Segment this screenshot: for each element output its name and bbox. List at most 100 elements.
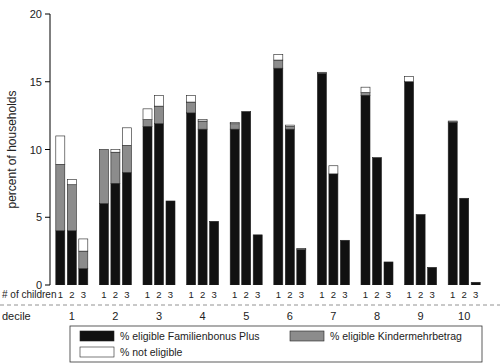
bar-segment (67, 185, 76, 231)
bar-segment (428, 267, 437, 268)
bar-segment (285, 129, 294, 285)
bar-segment (111, 152, 120, 183)
bar-segment (317, 72, 326, 73)
legend-swatch (290, 331, 324, 341)
separator (0, 305, 500, 306)
y-tick (45, 81, 50, 82)
x-tick-label: 3 (299, 289, 304, 300)
bar-segment (448, 121, 457, 122)
x-tick-label: 1 (450, 289, 455, 300)
x-tick-label: 2 (418, 289, 423, 300)
bar-segment (99, 204, 108, 285)
x-tick-label: 2 (200, 289, 205, 300)
bar-segment (210, 221, 219, 285)
bar-segment (230, 122, 239, 123)
bar-segment (297, 250, 306, 285)
y-tick-label: 5 (36, 211, 42, 223)
bar-segment (111, 150, 120, 153)
bar-segment (166, 200, 175, 201)
bar-segment (166, 200, 175, 201)
bar-segment (155, 124, 164, 285)
group-label: 3 (156, 310, 162, 322)
bar-segment (79, 269, 88, 285)
bar-segment (155, 95, 164, 106)
bar-segment (428, 267, 437, 285)
bar-segment (242, 111, 251, 112)
legend-label: % eligible Familienbonus Plus (120, 330, 260, 342)
bars (56, 55, 480, 285)
bar-segment (340, 240, 349, 285)
bar-segment (384, 261, 393, 262)
bar-segment (460, 198, 469, 199)
x-tick-label: 1 (363, 289, 368, 300)
y-tick-label: 10 (30, 144, 42, 156)
x-tick-label: 1 (58, 289, 63, 300)
bar-segment (373, 157, 382, 158)
bar-segment (361, 87, 370, 92)
bar-segment (297, 248, 306, 249)
y-tick (45, 217, 50, 218)
legend-label: % eligible Kindermehrbetrag (330, 330, 462, 342)
x-tick-label: 3 (81, 289, 86, 300)
x-tick-label: 1 (188, 289, 193, 300)
bar-segment (460, 198, 469, 199)
group-title: decile (2, 310, 31, 322)
x-tick-label: 3 (386, 289, 391, 300)
bar-segment (274, 68, 283, 285)
bar-segment (210, 221, 219, 222)
legend-swatch (80, 347, 114, 357)
group-label: 7 (330, 310, 336, 322)
x-axis-title: # of children (2, 289, 56, 300)
bar-segment (166, 201, 175, 285)
y-tick-label: 15 (30, 76, 42, 88)
bar-segment (460, 198, 469, 285)
bar-segment (405, 82, 414, 285)
bar-segment (230, 129, 239, 285)
bar-segment (67, 231, 76, 285)
bar-segment (143, 109, 152, 120)
bar-segment (187, 102, 196, 113)
bar-segment (67, 179, 76, 184)
bar-segment (274, 55, 283, 60)
legend-label: % not eligible (120, 346, 183, 358)
x-tick-label: 1 (319, 289, 324, 300)
y-tick (45, 14, 50, 15)
x-tick-label: 2 (113, 289, 118, 300)
x-tick-label: 2 (462, 289, 467, 300)
bar-segment (198, 121, 207, 129)
bar-segment (143, 120, 152, 127)
bar-segment (471, 282, 480, 283)
bar-segment (122, 145, 131, 172)
bar-segment (230, 124, 239, 129)
x-tick-label: 2 (69, 289, 74, 300)
bar-segment (329, 166, 338, 174)
bar-segment (471, 282, 480, 283)
y-tick (45, 285, 50, 286)
bar-segment (373, 157, 382, 158)
y-tick-label: 20 (30, 8, 42, 20)
bar-segment (56, 164, 65, 230)
bar-segment (242, 111, 251, 112)
bar-segment (56, 136, 65, 164)
bar-segment (122, 173, 131, 285)
x-tick-label: 2 (156, 289, 161, 300)
bar-segment (253, 234, 262, 235)
bar-segment (361, 93, 370, 96)
bar-segment (187, 113, 196, 285)
x-tick-label: 1 (232, 289, 237, 300)
x-tick-label: 2 (287, 289, 292, 300)
group-label: 2 (112, 310, 118, 322)
bar-segment (448, 121, 457, 122)
bar-segment (361, 95, 370, 285)
x-tick-label: 3 (168, 289, 173, 300)
bar-segment (329, 174, 338, 285)
bar-segment (242, 112, 251, 285)
x-tick-label: 3 (429, 289, 434, 300)
group-label: 6 (287, 310, 293, 322)
bar-segment (79, 251, 88, 269)
x-tick-label: 2 (374, 289, 379, 300)
bar-segment (317, 74, 326, 285)
bar-segment (297, 248, 306, 249)
x-tick-label: 3 (473, 289, 478, 300)
bar-segment (253, 235, 262, 285)
